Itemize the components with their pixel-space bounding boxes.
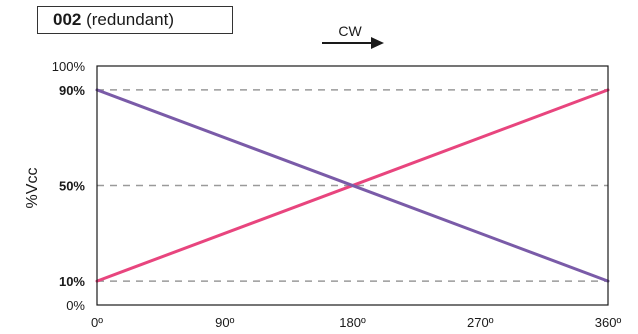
x-tick-label-180: 180º [339,315,366,330]
y-tick-labels: 0% 10% 50% 90% 100% [52,59,86,313]
x-tick-label-270: 270º [467,315,494,330]
title-suffix: (redundant) [86,10,174,29]
chart-title-box: 002 (redundant) [37,6,233,34]
direction-arrowhead-icon [371,37,384,49]
x-tick-label-360: 360º [595,315,622,330]
y-tick-label-100: 100% [52,59,86,74]
plot-frame [96,65,609,306]
x-tick-label-90: 90º [215,315,234,330]
x-tick-label-0: 0º [91,315,103,330]
y-tick-label-90: 90% [59,83,85,98]
x-tick-labels: 0º 90º 180º 270º 360º [91,315,621,330]
y-tick-label-50: 50% [59,179,85,194]
y-axis-label: %Vcc [24,168,41,209]
direction-label: CW [338,23,362,39]
series-line-2 [95,88,610,283]
title-code: 002 [53,10,82,29]
direction-indicator: CW [322,23,384,49]
series-lines [95,88,610,283]
y-tick-label-0: 0% [66,298,85,313]
y-tick-label-10: 10% [59,274,85,289]
